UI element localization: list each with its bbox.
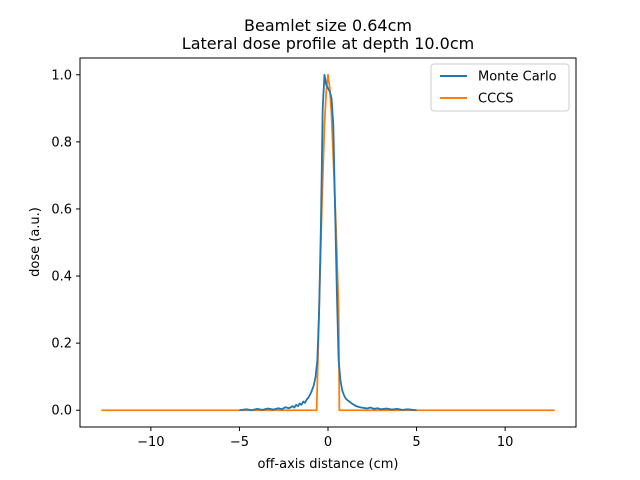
- x-tick-label: −10: [137, 435, 164, 450]
- y-tick-label: 0.2: [51, 337, 72, 352]
- y-tick-label: 0.8: [51, 135, 72, 150]
- x-tick-label: 5: [412, 435, 420, 450]
- series-line-monte-carlo: [239, 73, 417, 412]
- chart-subtitle: Lateral dose profile at depth 10.0cm: [182, 34, 474, 53]
- y-axis: 0.0 0.2 0.4 0.6 0.8 1.0: [51, 68, 80, 419]
- y-axis-label: dose (a.u.): [28, 207, 43, 277]
- x-axis: −10 −5 0 5 10: [137, 427, 513, 450]
- x-axis-label: off-axis distance (cm): [258, 457, 399, 472]
- series-layer: [101, 73, 555, 412]
- y-tick-label: 0.4: [51, 270, 72, 285]
- legend: Monte Carlo CCCS: [430, 63, 570, 112]
- plot-area: [79, 57, 577, 428]
- x-tick-label: −5: [230, 435, 249, 450]
- legend-label-cccs: CCCS: [478, 92, 513, 107]
- x-tick-label: 10: [497, 435, 514, 450]
- series-line-cccs: [101, 73, 555, 412]
- x-tick-label: 0: [324, 435, 332, 450]
- legend-label-monte-carlo: Monte Carlo: [478, 70, 557, 85]
- y-tick-label: 0.6: [51, 202, 72, 217]
- y-tick-label: 1.0: [51, 68, 72, 83]
- chart-title: Beamlet size 0.64cm: [244, 16, 412, 35]
- y-tick-label: 0.0: [51, 404, 72, 419]
